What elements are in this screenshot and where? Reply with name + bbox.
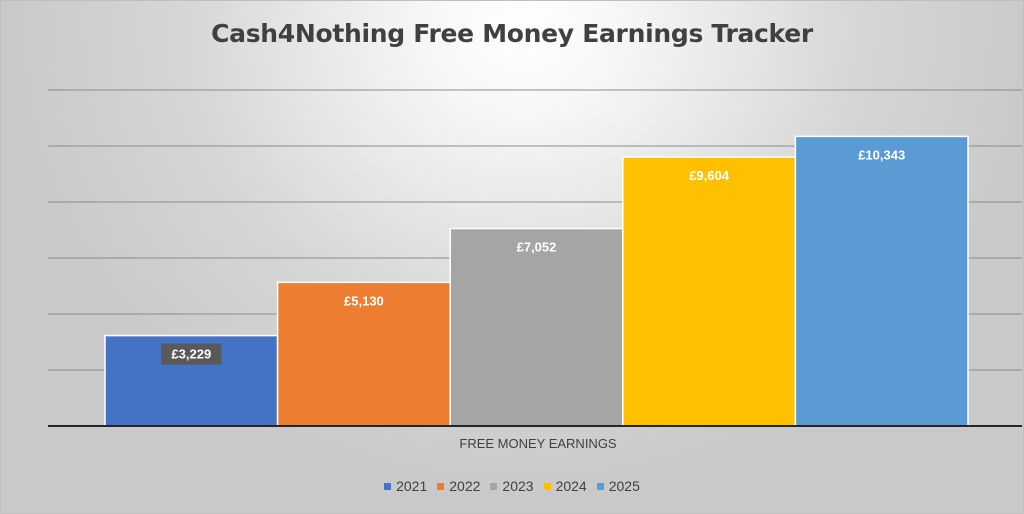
legend-swatch-2025 <box>596 482 604 490</box>
legend-swatch-2024 <box>543 482 551 490</box>
legend-label-2022: 2022 <box>449 478 481 494</box>
legend-item-2025: 2025 <box>596 478 640 494</box>
data-label-2025: £10,343 <box>858 147 905 162</box>
legend-swatch-2023 <box>490 482 498 490</box>
bar-2023 <box>449 227 624 427</box>
legend-item-2021: 2021 <box>384 478 427 494</box>
legend-swatch-2021 <box>384 482 392 490</box>
data-label-bg-2021 <box>161 343 222 365</box>
legend-swatch-2022 <box>437 482 445 490</box>
data-label-2024: £9,604 <box>689 168 730 183</box>
legend-item-2022: 2022 <box>437 478 480 494</box>
legend: 2021 2022 2023 2024 2025 <box>1 478 1023 494</box>
chart-title: Cash4Nothing Free Money Earnings Tracker <box>211 19 813 48</box>
legend-item-2023: 2023 <box>490 478 534 494</box>
bar-2025 <box>794 135 969 427</box>
data-label-2021: £3,229 <box>171 347 211 362</box>
data-label-2023: £7,052 <box>517 240 557 255</box>
legend-label-2021: 2021 <box>396 478 428 494</box>
legend-label-2023: 2023 <box>502 478 534 494</box>
legend-label-2024: 2024 <box>555 478 587 494</box>
bar-2022 <box>276 281 451 427</box>
x-category-label: FREE MONEY EARNINGS <box>459 436 617 451</box>
data-label-2022: £5,130 <box>344 293 384 308</box>
bar-2024 <box>622 156 797 427</box>
legend-item-2024: 2024 <box>543 478 587 494</box>
legend-label-2025: 2025 <box>608 478 640 494</box>
